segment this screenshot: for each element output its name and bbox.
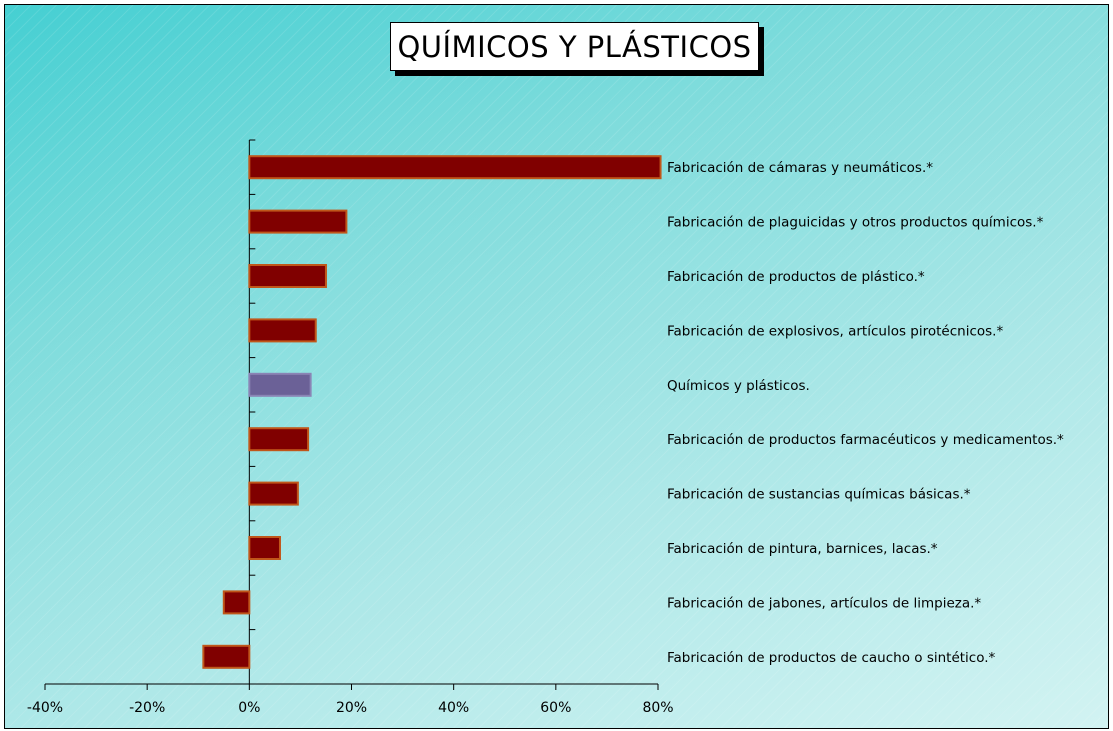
category-label: Fabricación de productos farmacéuticos y… [667,432,1064,448]
category-label: Fabricación de sustancias químicas básic… [667,487,971,503]
bar [248,155,662,180]
x-tick-label: -40% [27,700,63,716]
category-label: Fabricación de productos de plástico.* [667,269,925,285]
x-tick-label: -20% [129,700,165,716]
category-label: Químicos y plásticos. [667,378,810,394]
bar [248,372,312,397]
bar [222,590,251,615]
bar [248,264,327,288]
bar [248,427,310,452]
bar [248,318,317,343]
x-tick-label: 60% [540,700,571,716]
x-tick-label: 40% [438,700,469,716]
bar [248,481,299,506]
x-tick-label: 0% [238,700,260,716]
x-tick-label: 20% [336,700,367,716]
category-label: Fabricación de plaguicidas y otros produ… [667,215,1044,231]
category-label: Fabricación de pintura, barnices, lacas.… [667,541,938,557]
chart-title: QUÍMICOS Y PLÁSTICOS [390,22,759,71]
category-label: Fabricación de explosivos, artículos pir… [667,323,1003,339]
category-label: Fabricación de cámaras y neumáticos.* [667,160,933,176]
category-label: Fabricación de productos de caucho o sin… [667,650,996,666]
chart-area: -40% -20% 0% 20% 40% 60% 80% Fabricación de cám… [4,4,1109,729]
bar [248,536,281,560]
bar [202,644,251,669]
bar [248,209,348,234]
category-label: Fabricación de jabones, artículos de lim… [667,595,981,611]
bar-chart: -40% -20% 0% 20% 40% 60% 80% Fabricación de cám… [27,139,1064,716]
x-tick-label: 80% [642,700,673,716]
